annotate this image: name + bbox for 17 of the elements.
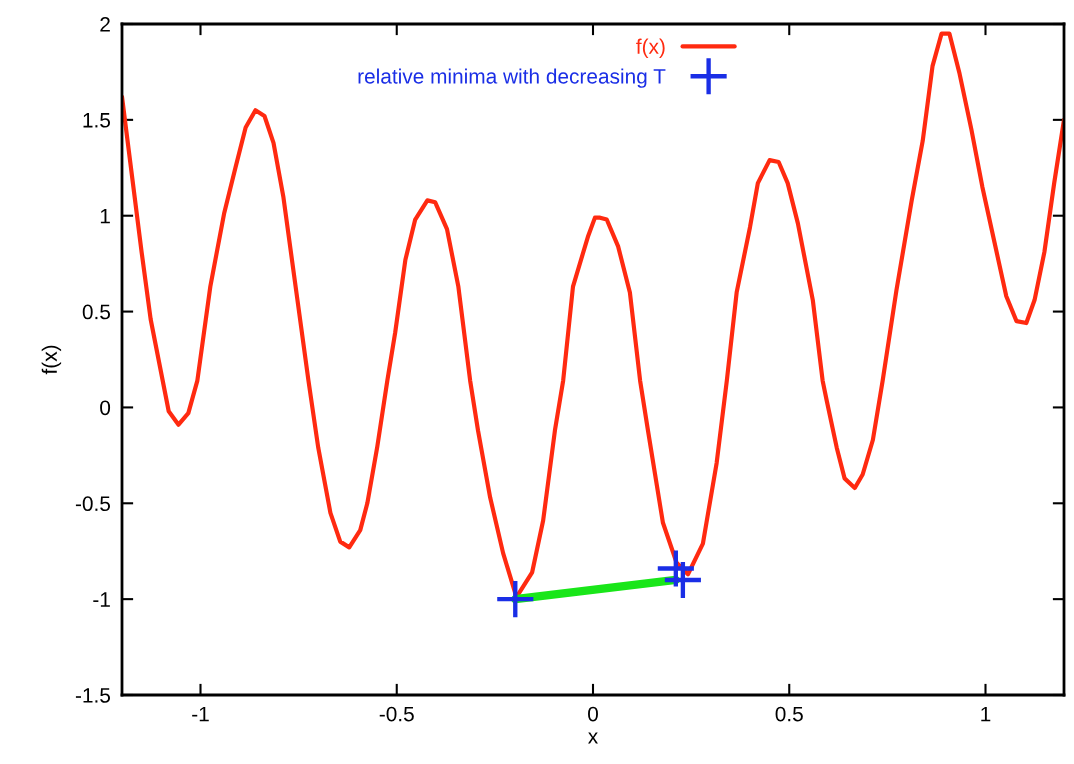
x-tick-label: 0.5 bbox=[775, 706, 803, 722]
x-tick-label: -0.5 bbox=[379, 706, 414, 722]
legend-label: relative minima with decreasing T bbox=[358, 68, 666, 88]
x-tick-label: 0 bbox=[588, 706, 598, 722]
y-tick-label: 0 bbox=[100, 400, 111, 416]
y-tick-label: -1 bbox=[93, 592, 110, 607]
x-tick-label: -1 bbox=[192, 706, 209, 722]
y-tick-label: 0.5 bbox=[82, 304, 111, 320]
y-tick-label: 1.5 bbox=[83, 113, 111, 128]
x-axis-title: x bbox=[588, 732, 598, 744]
y-tick-label: 1 bbox=[100, 208, 110, 224]
y-tick-label: -0.5 bbox=[75, 496, 111, 512]
x-tick-label: 1 bbox=[981, 706, 991, 722]
y-tick-label: 2 bbox=[100, 17, 110, 32]
y-tick-label: -1.5 bbox=[75, 688, 111, 703]
legend-label: f(x) bbox=[636, 38, 665, 58]
y-axis-title: f(x) bbox=[41, 345, 62, 375]
